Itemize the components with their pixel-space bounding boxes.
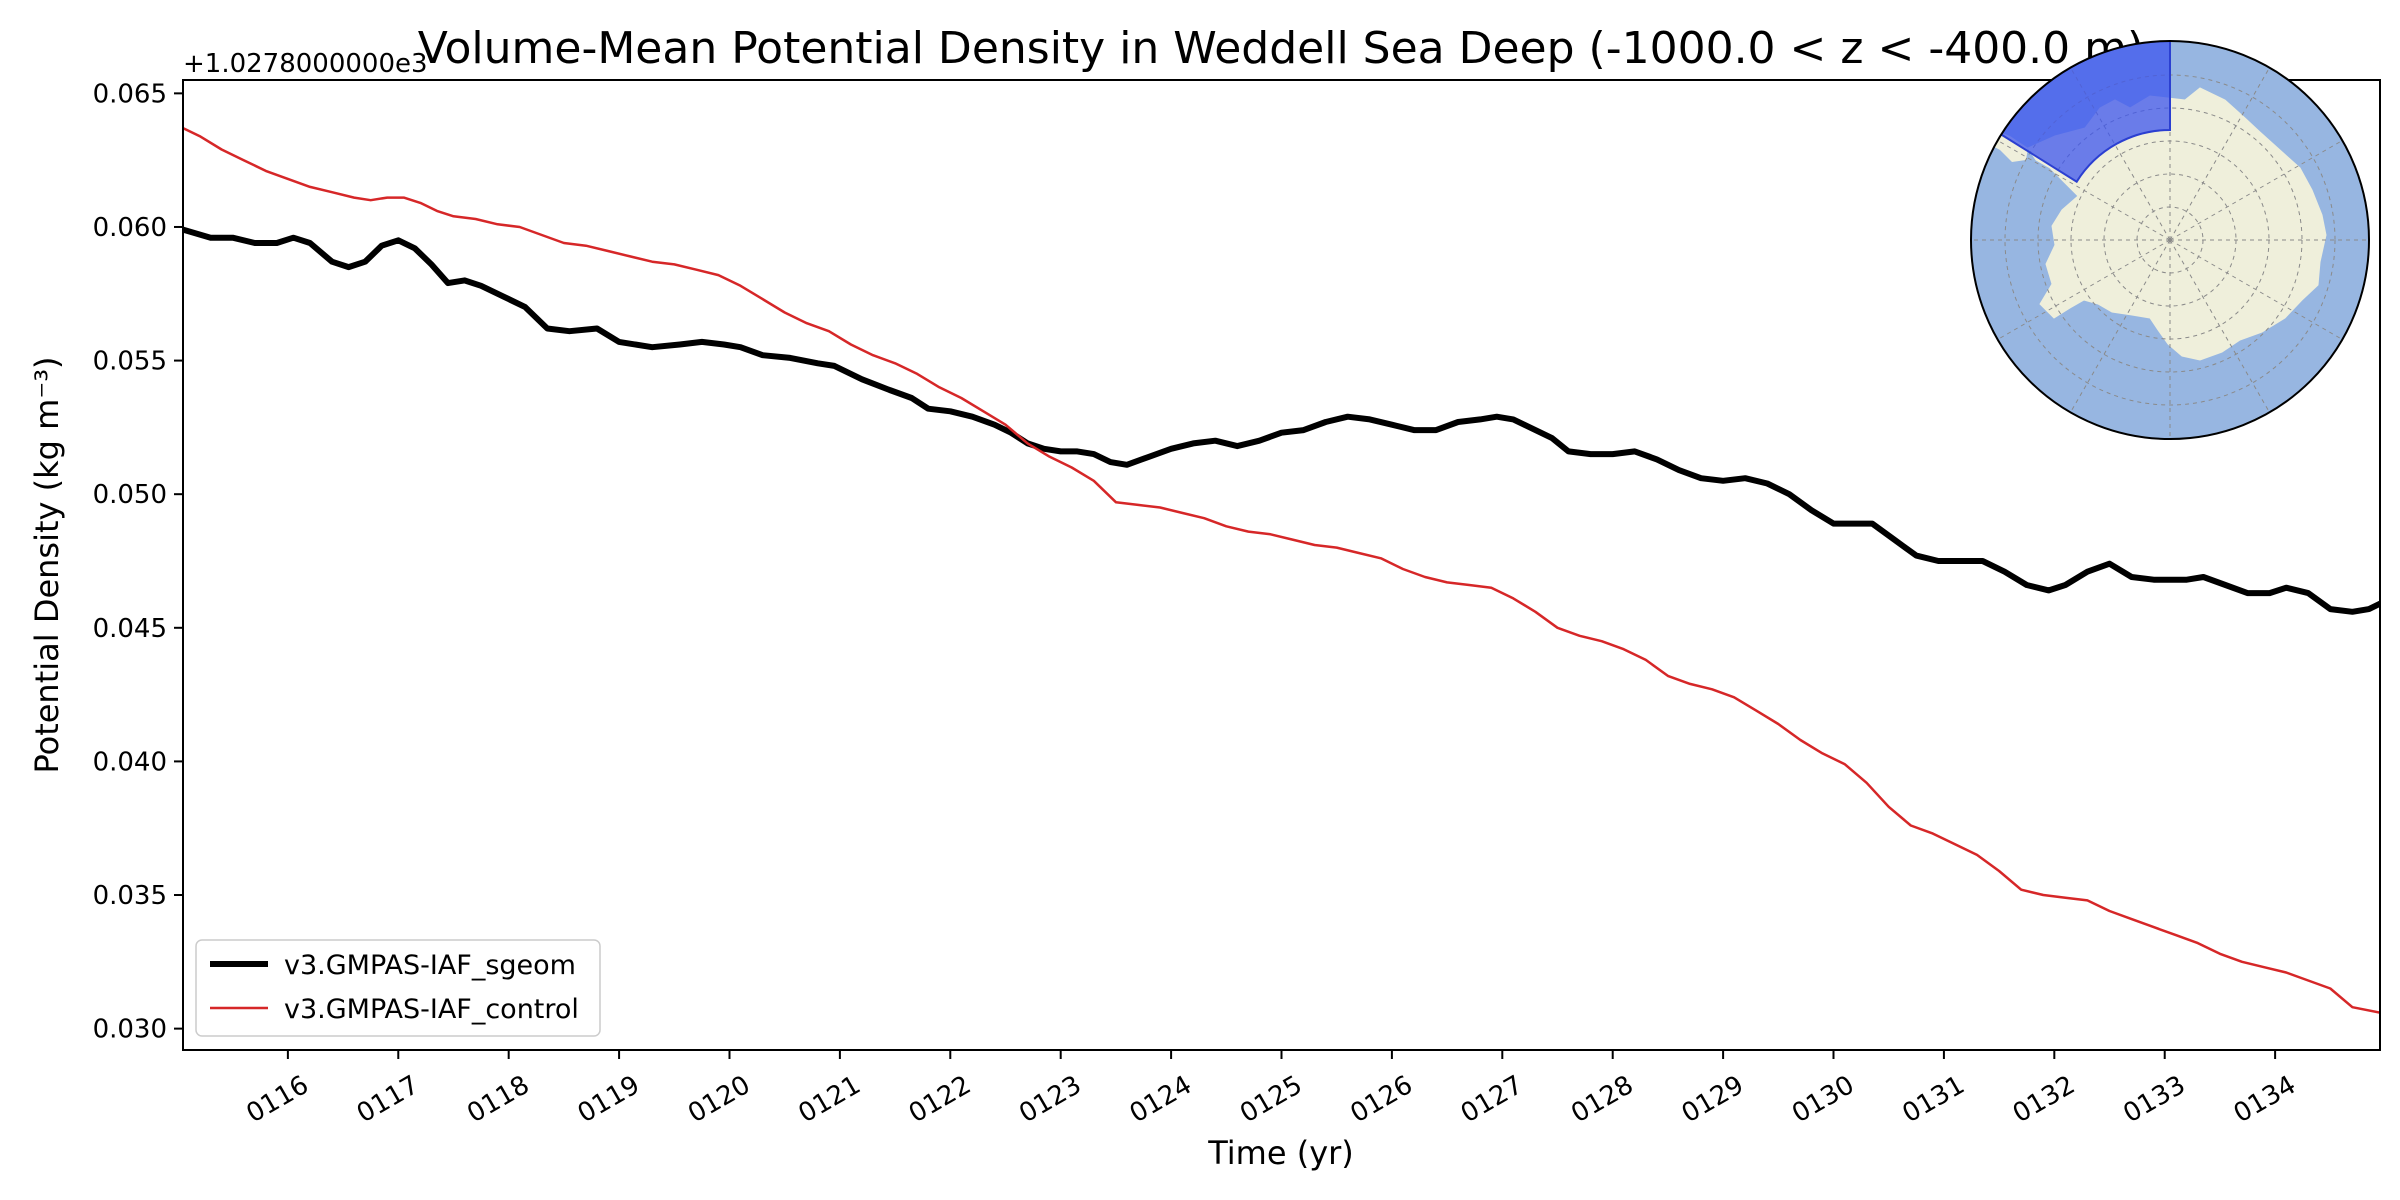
y-tick-label: 0.055 xyxy=(93,347,167,377)
x-tick-label: 0130 xyxy=(1787,1070,1859,1129)
x-tick-label: 0123 xyxy=(1014,1070,1086,1129)
y-tick-label: 0.065 xyxy=(93,79,167,109)
x-tick-label: 0118 xyxy=(462,1070,534,1129)
inset-map xyxy=(1970,40,2370,440)
x-tick-label: 0120 xyxy=(683,1070,755,1129)
y-axis-offset-label: +1.0278000000e3 xyxy=(183,49,428,79)
x-tick-label: 0132 xyxy=(2008,1070,2080,1129)
x-tick-label: 0116 xyxy=(241,1070,313,1129)
x-tick-label: 0121 xyxy=(793,1070,865,1129)
x-tick-label: 0131 xyxy=(1898,1070,1970,1129)
y-tick-label: 0.035 xyxy=(93,881,167,911)
legend-box xyxy=(195,939,601,1037)
legend-label-sgeom: v3.GMPAS-IAF_sgeom xyxy=(284,950,576,981)
y-tick-label: 0.060 xyxy=(93,213,167,243)
x-axis-label: Time (yr) xyxy=(1207,1134,1354,1172)
series-line-v3-gmpas-iaf-sgeom xyxy=(183,226,2380,615)
x-tick-label: 0133 xyxy=(2118,1070,2190,1129)
x-tick-label: 0122 xyxy=(904,1070,976,1129)
y-tick-label: 0.050 xyxy=(93,480,167,510)
series-line-v3-gmpas-iaf-control xyxy=(183,126,2380,1014)
legend: v3.GMPAS-IAF_sgeom v3.GMPAS-IAF_control xyxy=(195,939,601,1037)
map-boundary xyxy=(1970,40,2370,440)
meridian-line xyxy=(2169,239,2270,413)
y-axis-label: Potential Density (kg m⁻³) xyxy=(28,356,66,773)
y-tick-label: 0.030 xyxy=(93,1015,167,1045)
x-tick-label: 0128 xyxy=(1566,1070,1638,1129)
x-tick-label: 0134 xyxy=(2229,1070,2301,1129)
meridian-line xyxy=(2070,67,2171,241)
y-axis: 0.030 0.035 0.040 0.045 0.050 0.055 0.060 0.065 xyxy=(93,79,183,1045)
x-axis: 0116 0117 0118 0119 0120 0121 0122 0123 0124 0125… xyxy=(241,1050,2301,1129)
x-tick-label: 0126 xyxy=(1345,1070,1417,1129)
meridian-line xyxy=(1997,239,2171,340)
meridian-line xyxy=(2169,140,2343,241)
x-tick-label: 0119 xyxy=(573,1070,645,1129)
legend-label-control: v3.GMPAS-IAF_control xyxy=(284,994,579,1025)
x-tick-label: 0124 xyxy=(1125,1070,1197,1129)
meridian-line xyxy=(2169,239,2343,340)
x-tick-label: 0127 xyxy=(1456,1070,1528,1129)
x-tick-label: 0129 xyxy=(1677,1070,1749,1129)
series-layer xyxy=(183,126,2380,1014)
meridian-line xyxy=(2070,239,2171,413)
meridian-line xyxy=(2169,67,2270,241)
x-tick-label: 0125 xyxy=(1235,1070,1307,1129)
y-tick-label: 0.045 xyxy=(93,614,167,644)
map-graticule xyxy=(1971,41,2369,439)
y-tick-label: 0.040 xyxy=(93,747,167,777)
meridian-line xyxy=(1997,140,2171,241)
x-tick-label: 0117 xyxy=(352,1070,424,1129)
chart-title: Volume-Mean Potential Density in Weddell… xyxy=(418,23,2144,74)
